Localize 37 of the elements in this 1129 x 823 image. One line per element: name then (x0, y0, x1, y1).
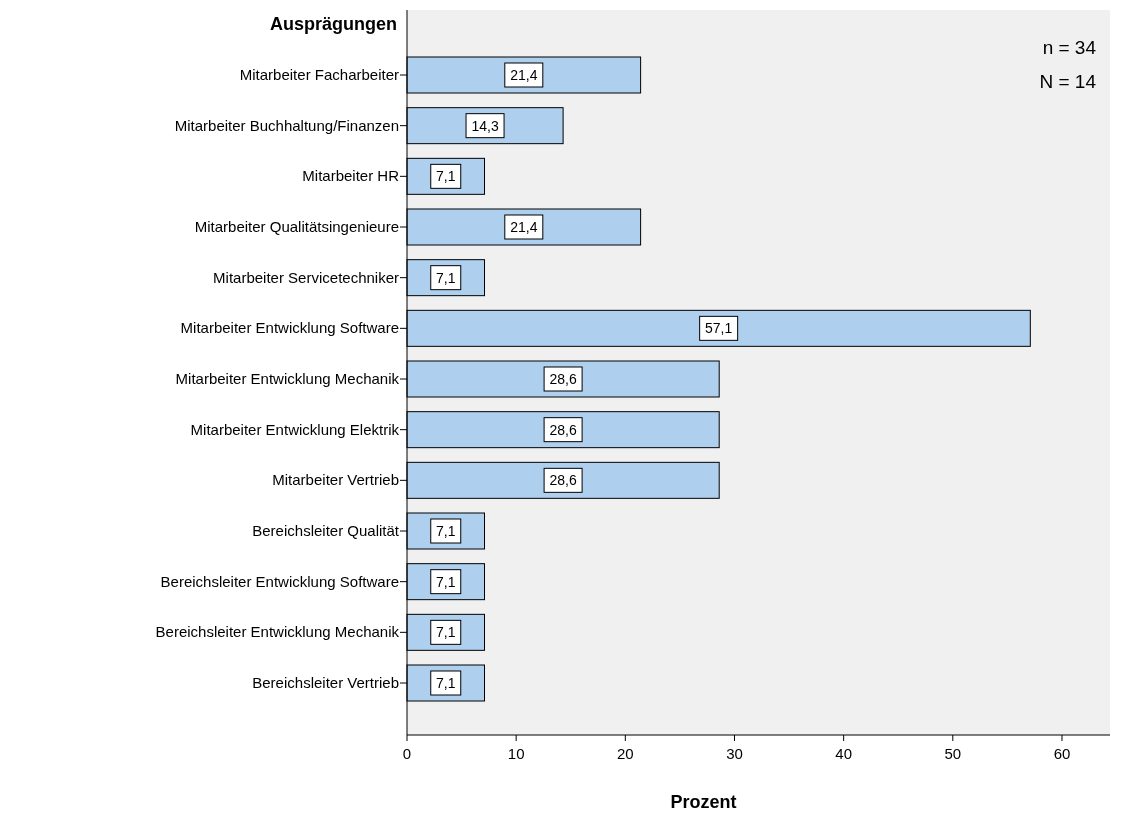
data-label: 28,6 (549, 472, 577, 489)
y-tick-label: Mitarbeiter Vertrieb (272, 471, 399, 489)
x-tick-label: 50 (944, 745, 962, 762)
data-label: 21,4 (510, 67, 538, 83)
x-tick-label: 60 (1053, 745, 1071, 762)
y-axis-title: Ausprägungen (269, 14, 397, 34)
x-tick-label: 0 (402, 745, 412, 762)
y-tick-label: Mitarbeiter Facharbeiter (239, 66, 399, 83)
data-label: 28,6 (549, 421, 577, 438)
data-label: 7,1 (436, 624, 456, 641)
y-tick-label: Bereichsleiter Entwicklung Software (160, 572, 399, 590)
y-tick-label: Mitarbeiter HR (302, 167, 400, 185)
y-tick-label: Mitarbeiter Servicetechniker (213, 268, 399, 286)
x-tick-label: 20 (616, 745, 634, 762)
x-tick-label: 10 (507, 745, 525, 762)
annotation: N = 14 (1039, 71, 1097, 92)
data-label: 28,6 (549, 371, 577, 387)
data-label: 7,1 (436, 573, 456, 590)
data-label: 57,1 (705, 320, 733, 337)
data-label: 7,1 (436, 523, 456, 539)
y-tick-label: Mitarbeiter Entwicklung Mechanik (175, 370, 400, 387)
annotation: n = 34 (1042, 37, 1097, 58)
y-tick-label: Bereichsleiter Entwicklung Mechanik (155, 623, 400, 641)
x-tick-label: 30 (726, 745, 743, 762)
data-label: 21,4 (510, 219, 538, 235)
y-tick-label: Mitarbeiter Entwicklung Software (180, 319, 399, 337)
data-label: 14,3 (471, 117, 499, 134)
data-label: 7,1 (436, 168, 456, 185)
x-tick-label: 40 (835, 745, 852, 762)
y-tick-label: Mitarbeiter Qualitätsingenieure (194, 218, 399, 235)
y-tick-label: Mitarbeiter Buchhaltung/Finanzen (174, 116, 399, 134)
x-axis-title: Prozent (670, 792, 737, 812)
y-tick-label: Bereichsleiter Qualität (252, 522, 400, 539)
y-tick-label: Bereichsleiter Vertrieb (252, 674, 399, 691)
y-tick-label: Mitarbeiter Entwicklung Elektrik (190, 420, 400, 438)
data-label: 7,1 (436, 675, 456, 691)
data-label: 7,1 (436, 269, 456, 286)
